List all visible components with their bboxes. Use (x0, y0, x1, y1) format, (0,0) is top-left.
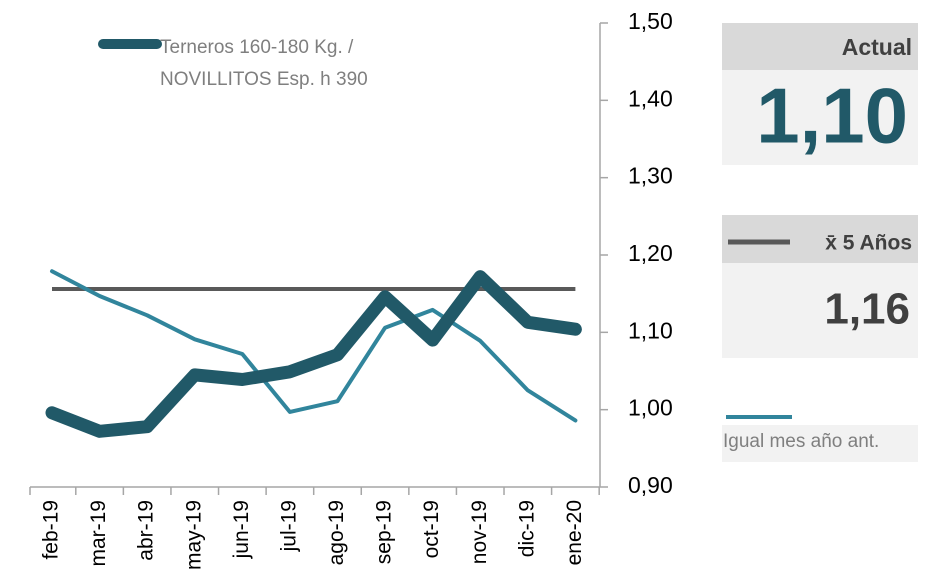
y-tick-label: 1,50 (628, 8, 673, 34)
y-tick-label: 1,40 (628, 85, 673, 111)
x-tick-label: jul-19 (277, 500, 300, 552)
y-tick-label: 1,00 (628, 395, 673, 421)
x-tick-label: ene-20 (563, 500, 586, 565)
x-tick-label: feb-19 (40, 500, 63, 560)
y-tick-label: 0,90 (628, 472, 673, 498)
x-tick-label: may-19 (182, 500, 205, 570)
x-tick-label: sep-19 (373, 500, 396, 564)
average-header-box (722, 215, 918, 263)
average-value-box (722, 263, 918, 358)
y-tick-label: 1,20 (628, 240, 673, 266)
series-line (45, 270, 582, 438)
main-legend-label: Terneros 160-180 Kg. / NOVILLITOS Esp. h… (160, 37, 368, 90)
actual-value: 1,10 (756, 72, 908, 160)
x-tick-label: nov-19 (468, 500, 491, 564)
actual-header-box (722, 23, 918, 70)
actual-value-box (722, 70, 918, 165)
x-tick-label: abr-19 (135, 500, 158, 561)
x-tick-label: mar-19 (87, 500, 110, 567)
prior-legend-label: Igual mes año ant. (723, 431, 879, 452)
y-tick-label: 1,10 (628, 317, 673, 343)
y-tick-label: 1,30 (628, 163, 673, 189)
x-tick-label: ago-19 (325, 500, 348, 565)
x-tick-label: jun-19 (230, 500, 253, 559)
prior-legend-box (722, 425, 918, 462)
average-value: 1,16 (824, 285, 910, 334)
average-label: x̄ 5 Años (825, 232, 912, 255)
x-tick-label: dic-19 (515, 500, 538, 557)
actual-label: Actual (842, 34, 912, 60)
series-line (50, 269, 578, 423)
x-tick-label: oct-19 (420, 500, 443, 558)
